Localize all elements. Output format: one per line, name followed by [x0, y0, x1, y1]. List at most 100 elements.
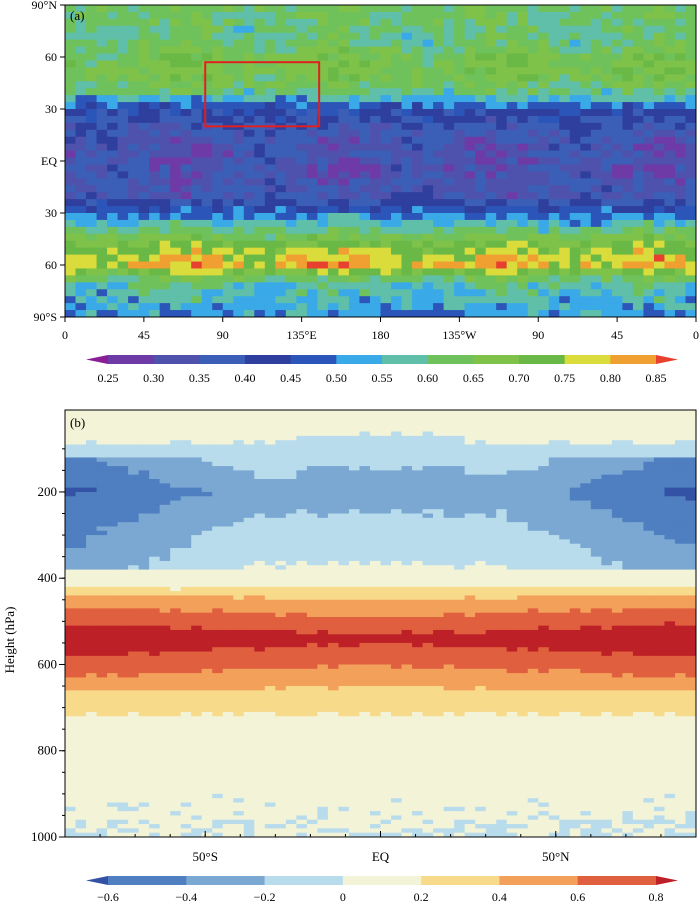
map-cell: [464, 11, 476, 20]
section-cell: [75, 466, 87, 471]
map-cell: [75, 199, 87, 207]
section-cell: [306, 543, 318, 549]
map-cell: [653, 109, 666, 117]
map-cell: [369, 268, 382, 276]
map-cell: [285, 192, 297, 200]
section-cell: [75, 491, 87, 497]
section-cell: [506, 543, 518, 549]
map-cell: [559, 11, 571, 20]
section-cell: [664, 548, 676, 553]
map-cell: [327, 150, 340, 159]
section-cell: [464, 444, 476, 450]
map-cell: [475, 102, 487, 110]
section-cell: [75, 435, 87, 441]
section-cell: [454, 535, 466, 540]
section-cell: [443, 526, 455, 532]
map-cell: [433, 129, 445, 138]
map-cell: [622, 199, 634, 207]
map-cell: [96, 199, 108, 207]
map-cell: [201, 296, 213, 304]
map-cell: [86, 81, 98, 89]
section-cell: [180, 440, 192, 446]
map-cell: [454, 18, 466, 27]
map-cell: [96, 102, 108, 110]
map-cell: [264, 282, 276, 290]
section-cell: [443, 487, 455, 493]
map-cell: [96, 164, 108, 172]
section-cell: [601, 431, 613, 437]
section-cell: [306, 444, 318, 450]
map-cell: [422, 109, 434, 117]
map-cell: [517, 122, 529, 131]
section-cell: [632, 418, 645, 424]
section-cell: [664, 444, 676, 450]
map-cell: [338, 81, 350, 89]
section-cell: [317, 422, 329, 428]
map-cell: [86, 240, 98, 249]
map-cell: [359, 95, 371, 103]
section-cell: [338, 410, 350, 415]
section-cell: [317, 522, 329, 528]
section-cell: [527, 431, 539, 437]
map-cell: [653, 115, 666, 124]
section-cell: [674, 470, 687, 476]
map-cell: [674, 74, 687, 82]
map-cell: [96, 115, 108, 124]
map-cell: [527, 213, 539, 221]
section-cell: [685, 461, 696, 467]
section-cell: [191, 461, 203, 467]
section-cell: [222, 556, 234, 562]
map-cell: [464, 25, 476, 34]
map-cell: [275, 254, 287, 263]
section-cell: [117, 526, 129, 532]
map-cell: [611, 67, 623, 75]
section-cell: [632, 431, 645, 437]
map-cell: [369, 18, 382, 27]
map-cell: [75, 178, 87, 186]
map-cell: [86, 213, 98, 221]
section-cell: [254, 509, 266, 515]
section-cell: [65, 431, 77, 437]
map-cell: [96, 122, 108, 131]
section-cell: [601, 414, 613, 420]
section-cell: [475, 470, 487, 476]
map-cell: [348, 102, 361, 110]
map-cell: [243, 226, 255, 235]
map-cell: [201, 143, 213, 152]
map-cell: [664, 171, 676, 179]
section-cell: [86, 517, 98, 523]
section-cell: [601, 479, 613, 484]
section-cell: [96, 422, 108, 428]
map-cell: [422, 74, 434, 82]
map-cell: [191, 150, 203, 159]
map-cell: [96, 11, 108, 20]
map-cell: [685, 102, 696, 110]
map-cell: [485, 164, 497, 172]
section-cell: [254, 535, 266, 540]
map-cell: [338, 25, 350, 34]
section-cell: [643, 565, 655, 571]
map-cell: [65, 11, 77, 20]
section-cell: [275, 453, 287, 459]
map-cell: [201, 289, 213, 297]
section-cell: [138, 535, 150, 540]
section-cell: [464, 483, 476, 489]
section-cell: [391, 552, 403, 558]
map-cell: [75, 18, 87, 27]
map-cell: [506, 268, 518, 276]
map-cell: [327, 261, 340, 270]
section-cell: [643, 427, 655, 433]
section-cell: [86, 496, 98, 502]
section-cell: [538, 496, 550, 502]
map-cell: [159, 171, 171, 179]
section-cell: [243, 410, 255, 415]
map-cell: [264, 296, 276, 304]
map-cell: [422, 60, 434, 68]
map-cell: [548, 95, 560, 103]
map-cell: [117, 11, 129, 20]
section-cell: [338, 479, 350, 484]
section-cell: [674, 539, 687, 545]
section-cell: [422, 565, 434, 571]
section-cell: [86, 410, 98, 415]
section-cell: [569, 509, 581, 515]
